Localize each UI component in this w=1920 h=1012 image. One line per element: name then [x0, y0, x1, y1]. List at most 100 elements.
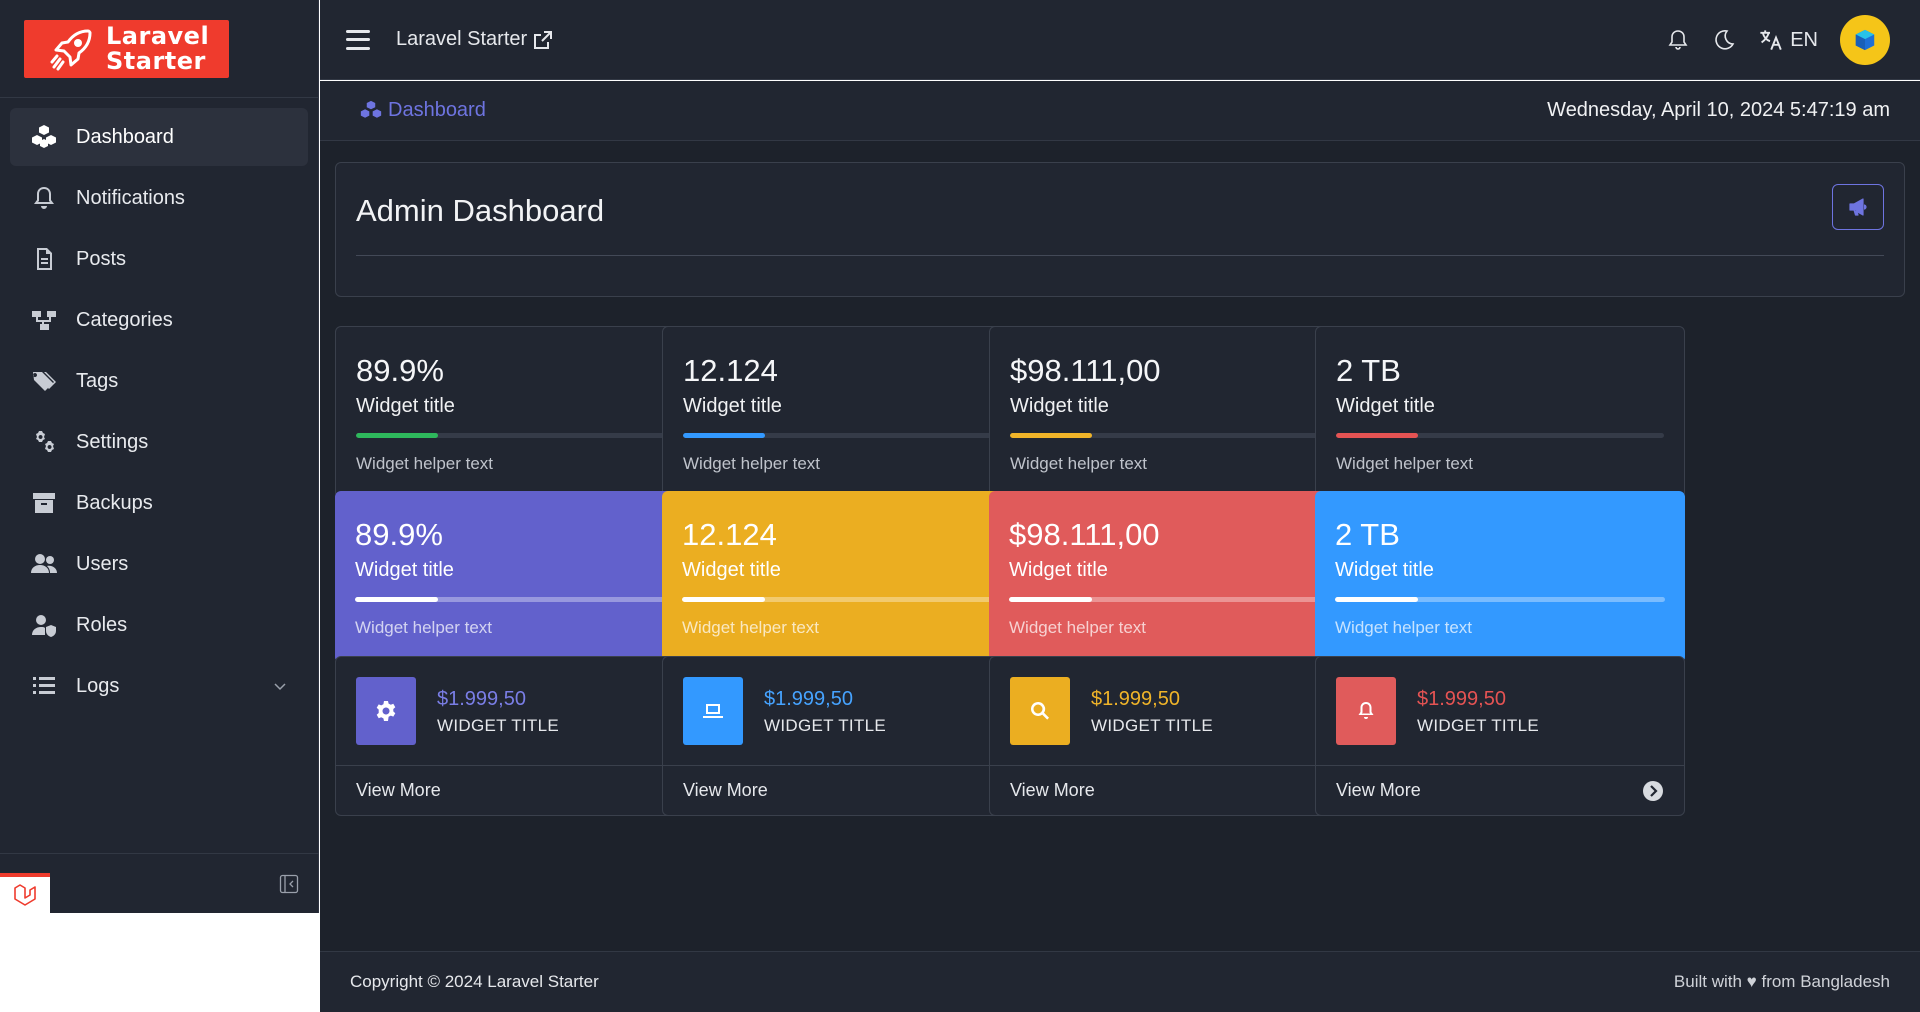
bell-icon [1336, 677, 1396, 745]
moon-icon[interactable] [1712, 28, 1736, 52]
menu-toggle-icon[interactable] [346, 29, 370, 50]
brand-area: Laravel Starter [0, 0, 318, 98]
built-with-text: Built with ♥ from Bangladesh [1673, 972, 1890, 991]
main-content: Admin Dashboard 89.9% Widget title Widget … [320, 141, 1920, 951]
breadcrumb[interactable]: Dashboard [360, 99, 486, 122]
stat-helper-text: Widget helper text [356, 454, 494, 473]
sidebar: Laravel Starter Dashboard Notifications … [0, 0, 319, 913]
stat-widget: 12.124 Widget title Widget helper text [662, 326, 1032, 498]
sidebar-item-dashboard[interactable]: Dashboard [10, 108, 308, 166]
bell-icon[interactable] [1666, 28, 1690, 52]
stat-title: Widget title [356, 395, 455, 417]
brand-line-2: Starter [106, 46, 206, 75]
sidebar-item-label: Categories [76, 308, 173, 331]
progress-bar [1010, 433, 1338, 438]
gear-icon [356, 677, 416, 745]
stat-title: Widget title [1336, 395, 1435, 417]
sidebar-item-label: Settings [76, 430, 149, 453]
stat-title: Widget title [1009, 559, 1108, 581]
sidebar-item-label: Users [76, 552, 129, 575]
cubes-icon [28, 124, 60, 150]
file-icon [28, 246, 60, 272]
sidebar-item-label: Notifications [76, 186, 185, 209]
view-more-link[interactable]: View More [990, 765, 1358, 815]
sidebar-item-label: Backups [76, 491, 153, 514]
stat-helper-text: Widget helper text [1010, 454, 1148, 473]
progress-bar [682, 597, 1012, 602]
announcement-button[interactable] [1832, 184, 1884, 230]
mini-widget: $1.999,50 WIDGET TITLE View More [1315, 656, 1685, 816]
stat-title: Widget title [683, 395, 782, 417]
stat-helper-text: Widget helper text [682, 618, 820, 637]
progress-bar [1335, 597, 1665, 602]
language-code: EN [1790, 28, 1818, 51]
app-name: Laravel Starter [396, 28, 528, 50]
sidebar-collapse-icon[interactable] [279, 874, 299, 894]
mini-widget-value: $1.999,50 [764, 688, 853, 710]
stat-helper-text: Widget helper text [1009, 618, 1147, 637]
mini-widget: $1.999,50 WIDGET TITLE View More [989, 656, 1359, 816]
cube-icon [1855, 29, 1875, 51]
progress-fill [1009, 597, 1092, 602]
breadcrumb-label: Dashboard [388, 99, 486, 121]
stat-widget: $98.111,00 Widget title Widget helper text [989, 326, 1359, 498]
sidebar-nav: Dashboard Notifications Posts Categories… [0, 98, 318, 715]
tags-icon [28, 368, 60, 394]
stat-value: 12.124 [683, 353, 778, 388]
sidebar-item-label: Roles [76, 613, 128, 636]
app-link[interactable]: Laravel Starter [396, 28, 553, 51]
sidebar-item-label: Dashboard [76, 125, 174, 148]
page-title: Admin Dashboard [356, 193, 605, 228]
sidebar-item-label: Posts [76, 247, 127, 270]
stat-title: Widget title [1335, 559, 1434, 581]
stat-value: 12.124 [682, 517, 777, 552]
bullhorn-icon [1849, 198, 1867, 216]
mini-widget-title: WIDGET TITLE [437, 716, 559, 735]
app-logo[interactable]: Laravel Starter [24, 19, 229, 78]
sub-header: Dashboard Wednesday, April 10, 2024 5:47… [320, 81, 1920, 141]
divider [356, 255, 1884, 256]
sidebar-item-tags[interactable]: Tags [10, 352, 308, 410]
sidebar-item-logs[interactable]: Logs [10, 657, 308, 715]
stat-helper-text: Widget helper text [683, 454, 821, 473]
stat-helper-text: Widget helper text [1335, 618, 1473, 637]
view-more-label: View More [683, 780, 768, 800]
progress-fill [682, 597, 765, 602]
view-more-link[interactable]: View More [663, 765, 1031, 815]
progress-bar [683, 433, 1011, 438]
sidebar-footer [0, 853, 319, 913]
mini-widget-title: WIDGET TITLE [1417, 716, 1539, 735]
sidebar-item-settings[interactable]: Settings [10, 413, 308, 471]
view-more-link[interactable]: View More [336, 765, 704, 815]
stat-widget: 12.124 Widget title Widget helper text [662, 491, 1032, 663]
sidebar-item-label: Tags [76, 369, 119, 392]
progress-fill [1335, 597, 1418, 602]
brand-line-1: Laravel [106, 21, 210, 50]
stat-widget: 89.9% Widget title Widget helper text [335, 326, 705, 498]
sidebar-item-notifications[interactable]: Notifications [10, 169, 308, 227]
stat-title: Widget title [1010, 395, 1109, 417]
archive-icon [28, 490, 60, 516]
sidebar-item-posts[interactable]: Posts [10, 230, 308, 288]
progress-fill [1010, 433, 1092, 438]
stat-value: 89.9% [355, 517, 443, 552]
sidebar-item-categories[interactable]: Categories [10, 291, 308, 349]
sidebar-item-users[interactable]: Users [10, 535, 308, 593]
progress-fill [683, 433, 765, 438]
view-more-label: View More [1010, 780, 1095, 800]
laptop-icon [683, 677, 743, 745]
user-shield-icon [28, 612, 60, 638]
sidebar-item-roles[interactable]: Roles [10, 596, 308, 654]
language-switcher[interactable]: EN [1758, 28, 1818, 52]
sidebar-item-backups[interactable]: Backups [10, 474, 308, 532]
chevron-right-circle-icon [1643, 781, 1663, 801]
chevron-down-icon [274, 683, 286, 691]
view-more-link[interactable]: View More [1316, 765, 1684, 815]
progress-fill [1336, 433, 1418, 438]
stat-widget: 2 TB Widget title Widget helper text [1315, 491, 1685, 663]
stat-widget: 89.9% Widget title Widget helper text [335, 491, 705, 663]
progress-fill [356, 433, 438, 438]
stat-value: $98.111,00 [1010, 353, 1161, 388]
avatar[interactable] [1840, 15, 1890, 65]
stat-widget: 2 TB Widget title Widget helper text [1315, 326, 1685, 498]
